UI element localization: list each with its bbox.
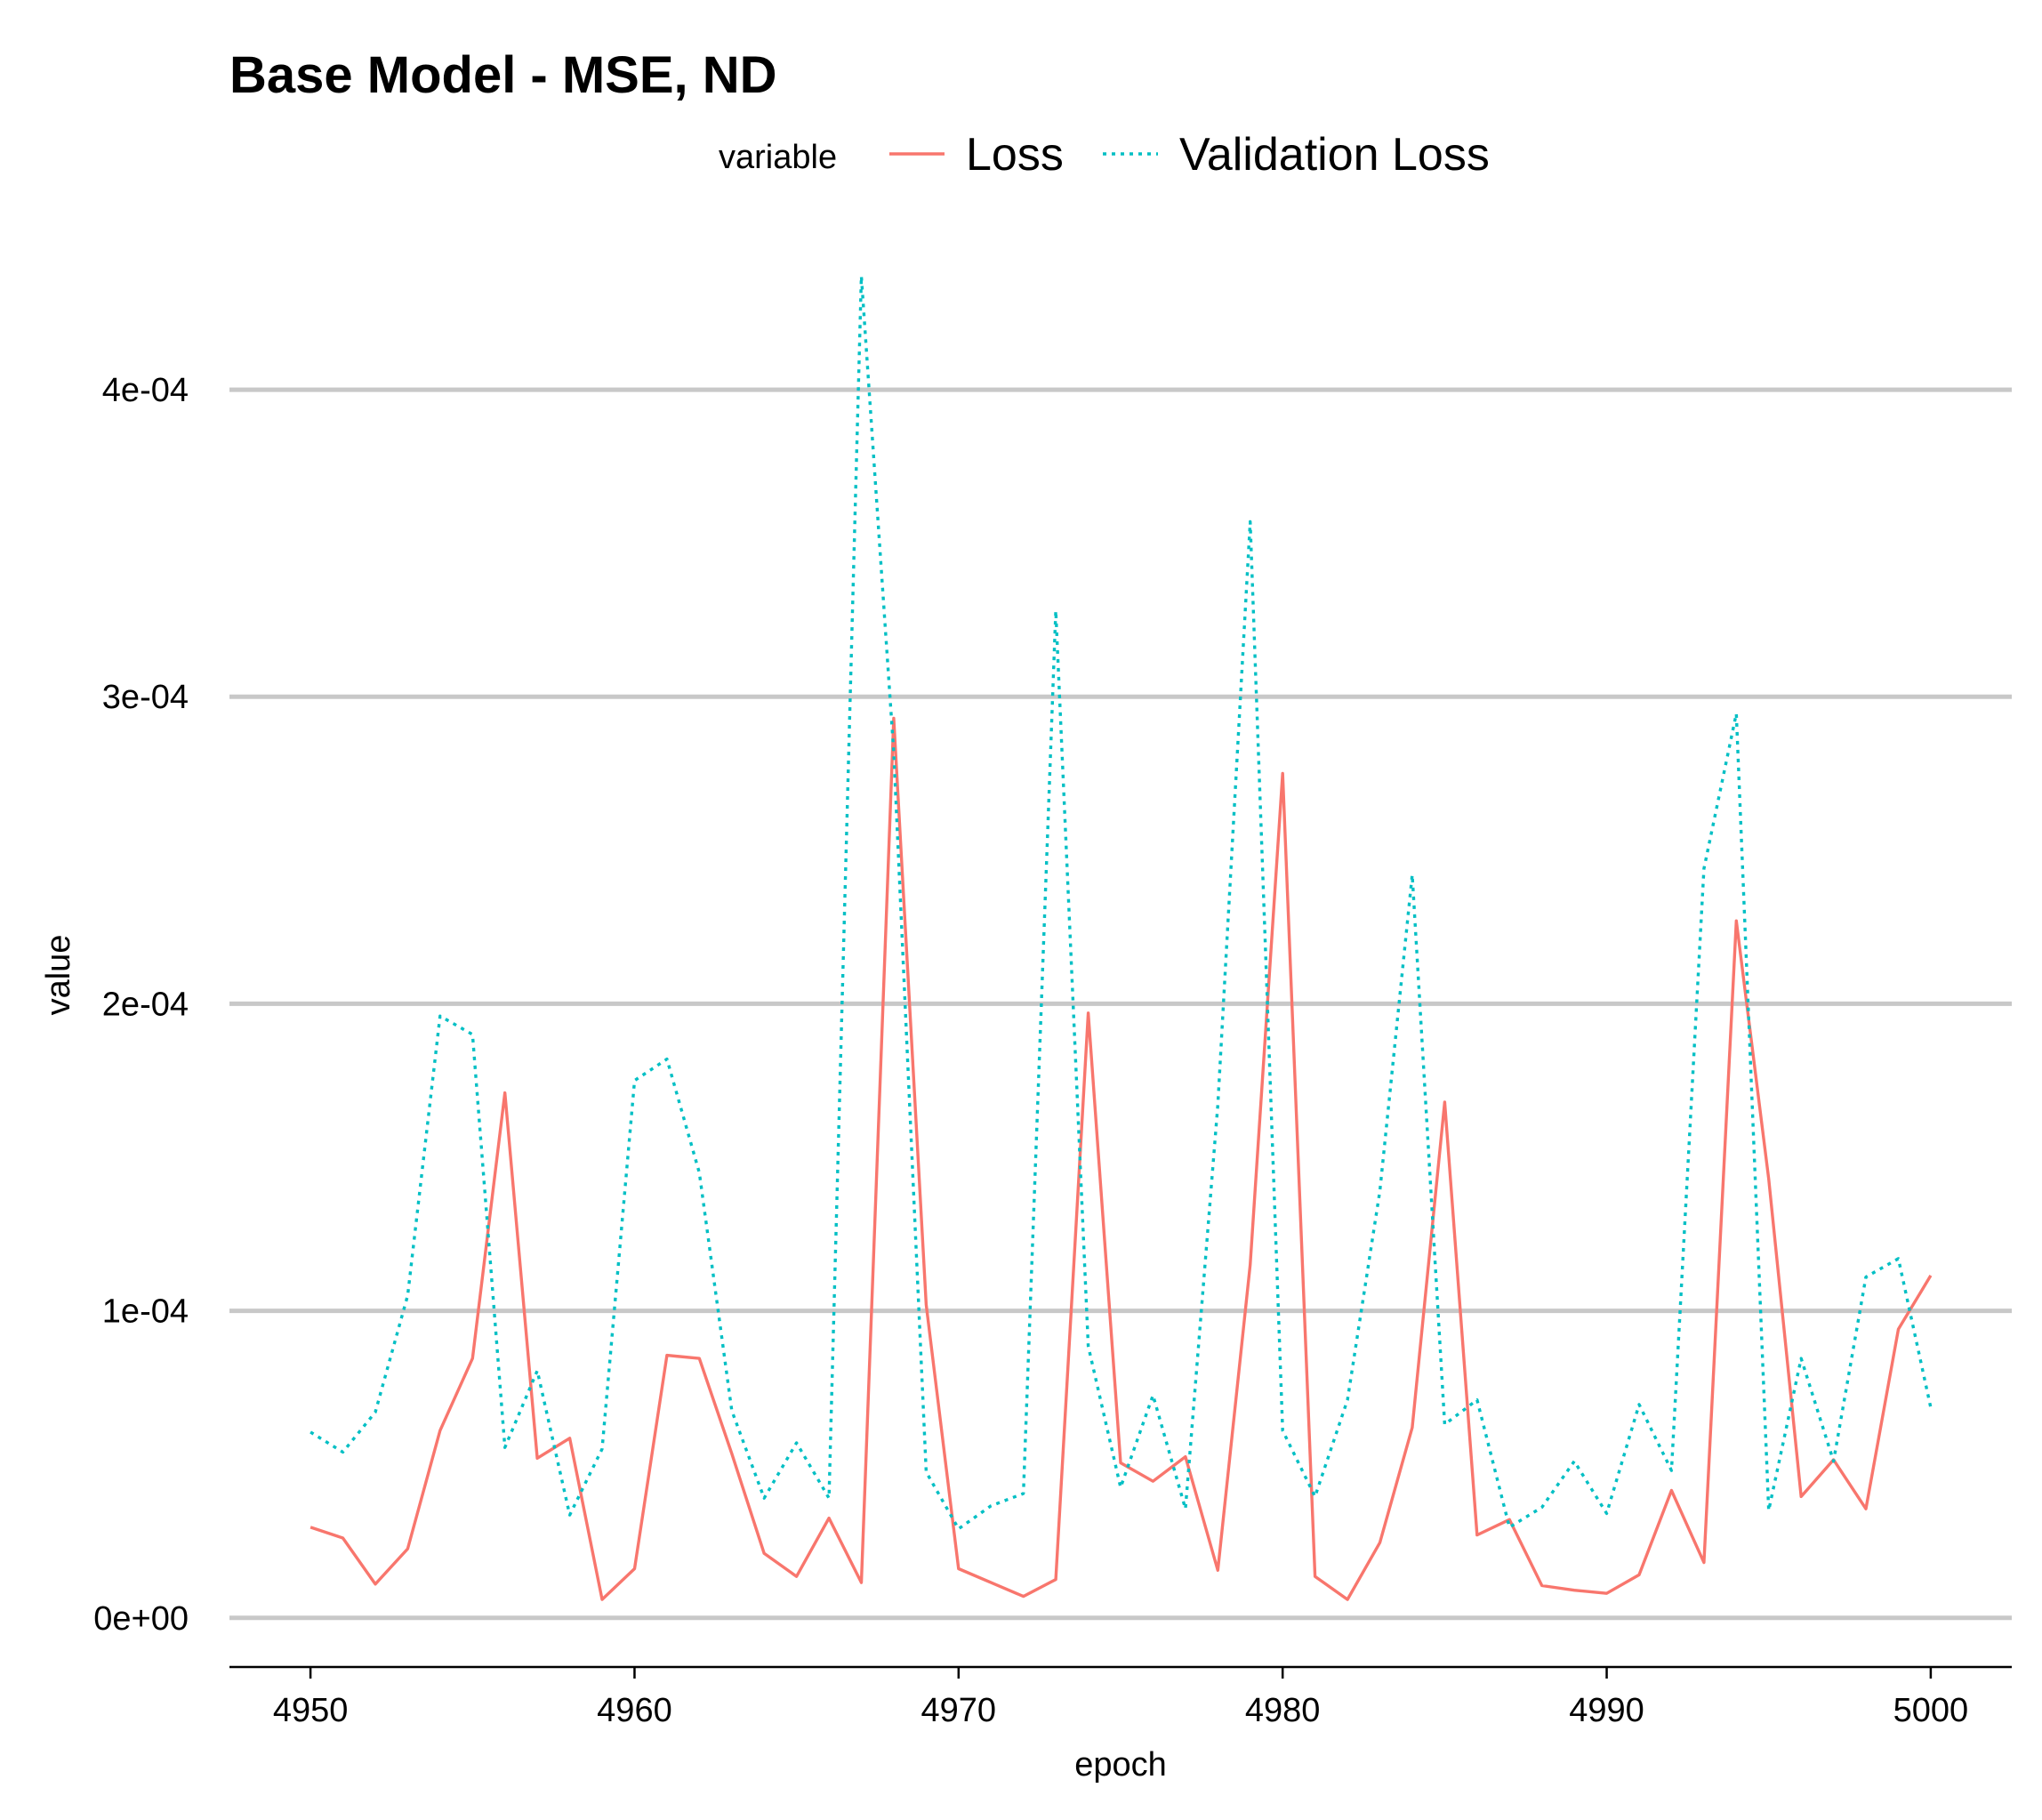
series-line-loss bbox=[310, 716, 1933, 1601]
y-tick-label: 1e-04 bbox=[102, 1293, 189, 1331]
x-tick-label: 4960 bbox=[597, 1692, 672, 1729]
legend-label-validation-loss: Validation Loss bbox=[1179, 129, 1490, 181]
legend: variable Loss Validation Loss bbox=[719, 129, 1490, 181]
x-tick-label: 4970 bbox=[921, 1692, 997, 1729]
y-axis: 0e+00 1e-04 2e-04 3e-04 4e-04 bbox=[93, 372, 189, 1638]
y-tick-label: 3e-04 bbox=[102, 679, 189, 716]
x-axis-title: epoch bbox=[1074, 1746, 1167, 1784]
series-lines bbox=[310, 274, 1933, 1601]
gridlines bbox=[229, 387, 2012, 1621]
y-tick-label: 4e-04 bbox=[102, 372, 189, 409]
x-axis: 4950 4960 4970 4980 4990 5000 bbox=[229, 1665, 2012, 1729]
y-axis-title: value bbox=[40, 935, 77, 1016]
legend-label-loss: Loss bbox=[966, 129, 1064, 181]
x-tick-label: 4990 bbox=[1569, 1692, 1644, 1729]
chart-title: Base Model - MSE, ND bbox=[229, 46, 777, 104]
y-tick-label: 2e-04 bbox=[102, 986, 189, 1023]
series-line-validation-loss bbox=[310, 274, 1933, 1531]
x-tick-label: 5000 bbox=[1893, 1692, 1969, 1729]
y-tick-label: 0e+00 bbox=[93, 1600, 189, 1638]
legend-title: variable bbox=[719, 139, 837, 176]
x-tick-label: 4950 bbox=[273, 1692, 349, 1729]
x-tick-label: 4980 bbox=[1245, 1692, 1321, 1729]
